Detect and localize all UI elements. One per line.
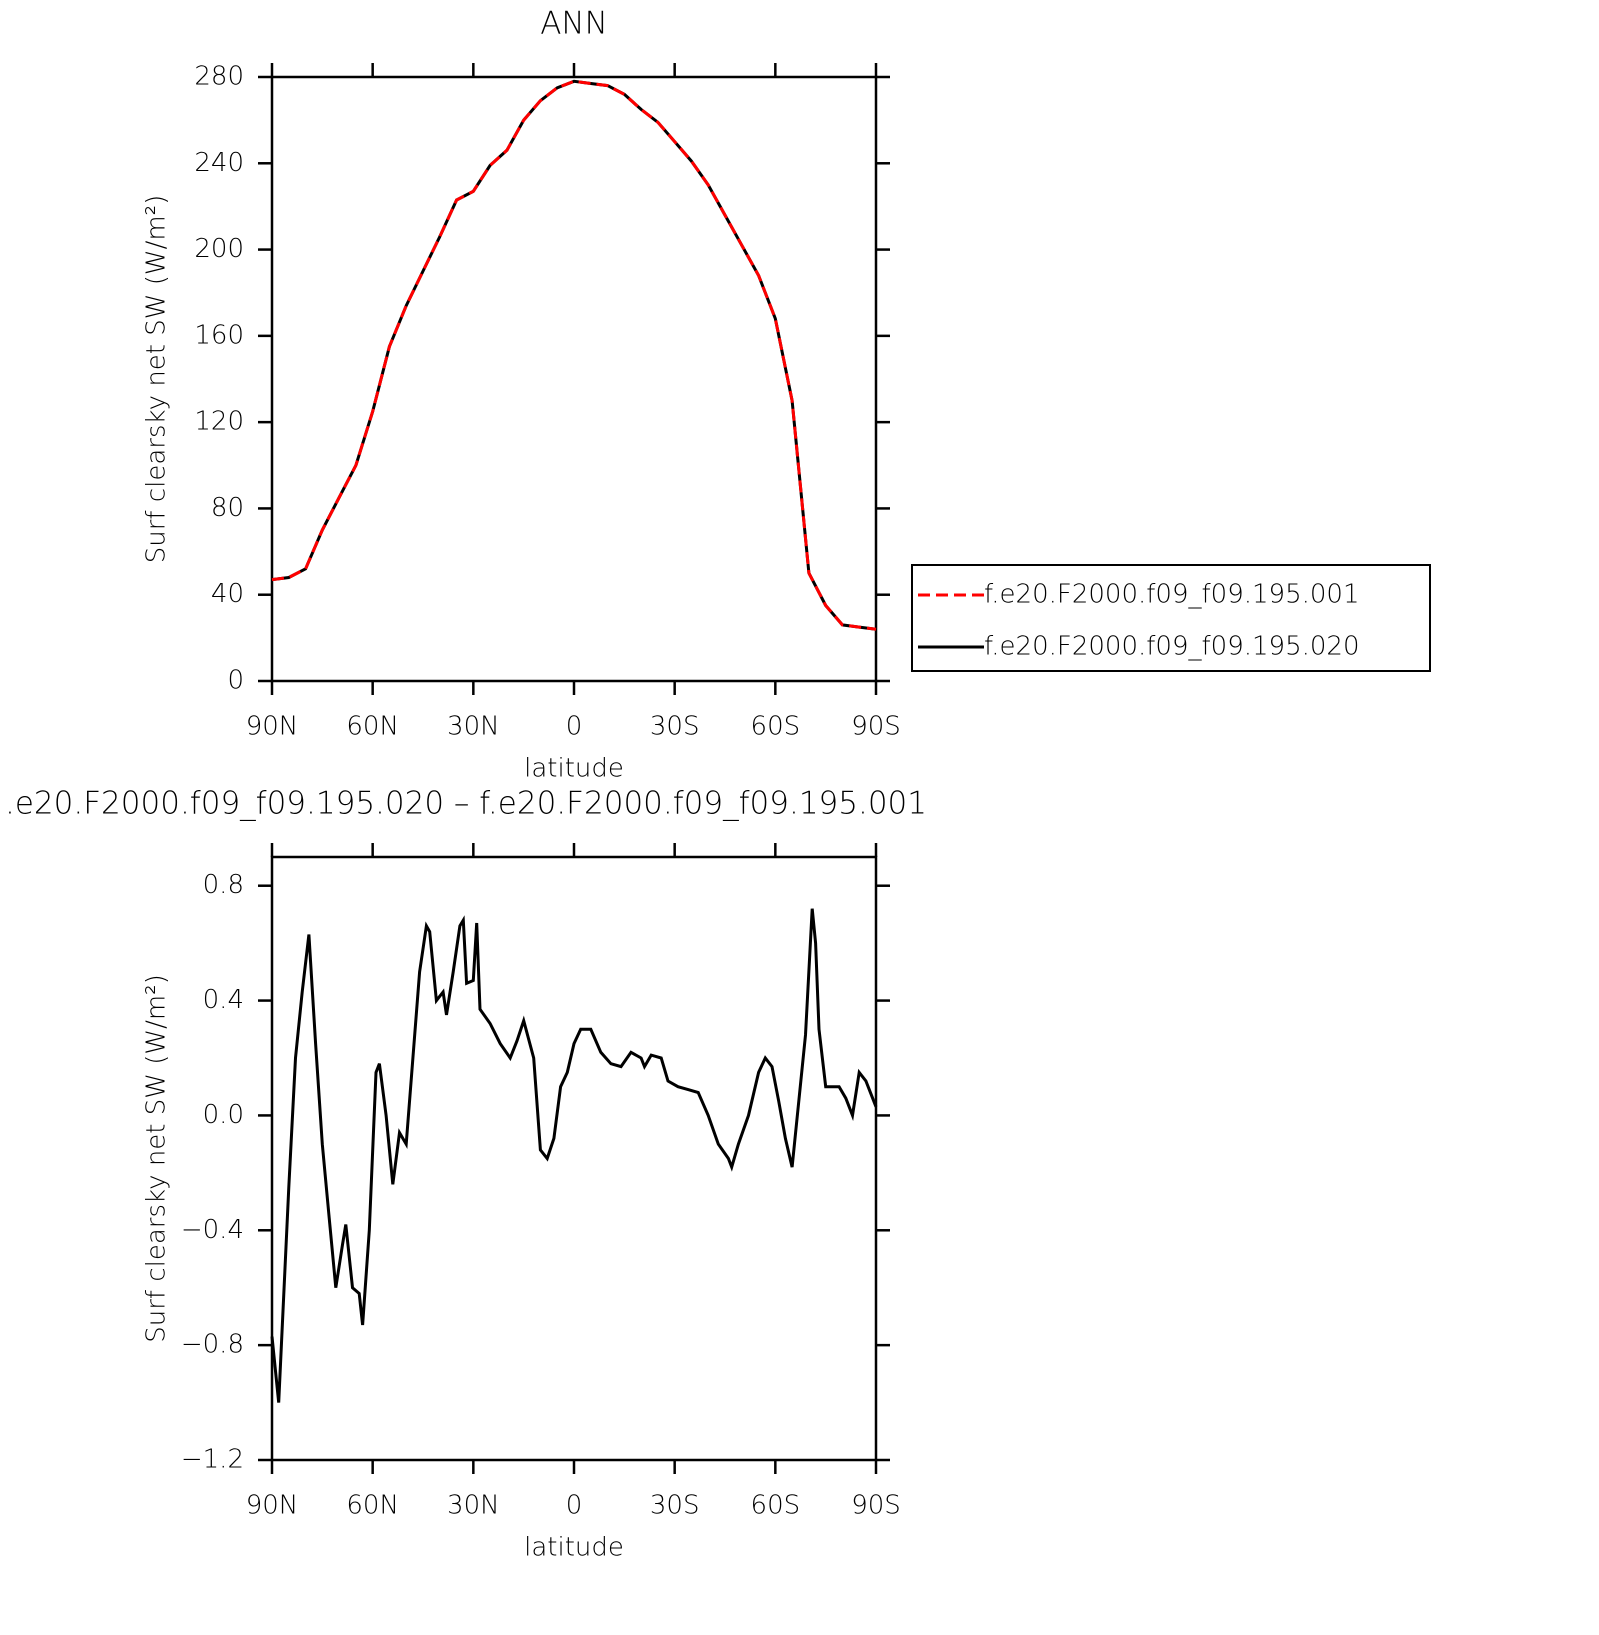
y-axis-label: Surf clearsky net SW (W/m²) [142, 195, 172, 563]
x-tick-label: 60N [346, 1491, 399, 1521]
x-tick-label: 90N [246, 712, 299, 742]
x-tick-label: 0 [566, 712, 583, 742]
x-tick-label: 30N [447, 1491, 500, 1521]
legend-label: f.e20.F2000.f09_f09.195.001 [984, 580, 1360, 610]
y-tick-label: 40 [211, 579, 244, 609]
y-tick-label: 240 [194, 148, 244, 178]
x-tick-label: 30N [447, 712, 500, 742]
x-tick-label: 60S [751, 1491, 801, 1521]
x-tick-label: 0 [566, 1491, 583, 1521]
y-tick-label: −0.8 [181, 1330, 244, 1360]
x-tick-label: 60N [346, 712, 399, 742]
y-tick-label: 0 [227, 666, 244, 696]
x-tick-label: 60S [751, 712, 801, 742]
data-line [270, 908, 878, 1403]
y-tick-label: 200 [194, 234, 244, 264]
x-axis-label: latitude [524, 1533, 624, 1563]
plot-frame [270, 75, 878, 683]
y-tick-label: 80 [211, 493, 244, 523]
y-tick-label: −1.2 [181, 1445, 244, 1475]
data-line [271, 79, 877, 631]
x-tick-label: 30S [650, 1491, 700, 1521]
x-tick-label: 90S [851, 1491, 901, 1521]
legend-box [911, 564, 1431, 672]
y-tick-label: 280 [194, 62, 244, 92]
data-line [271, 79, 877, 631]
y-tick-label: 120 [194, 407, 244, 437]
chart-title: .e20.F2000.f09_f09.195.020 – f.e20.F2000… [5, 786, 927, 822]
y-tick-label: 0.4 [203, 985, 244, 1015]
chart-title: ANN [540, 6, 608, 42]
y-axis-label: Surf clearsky net SW (W/m²) [142, 974, 172, 1342]
y-tick-label: −0.4 [181, 1215, 244, 1245]
plot-frame [270, 855, 878, 1462]
y-tick-label: 0.0 [203, 1100, 244, 1130]
x-axis-label: latitude [524, 754, 624, 784]
x-tick-label: 90S [851, 712, 901, 742]
legend-label: f.e20.F2000.f09_f09.195.020 [984, 632, 1360, 662]
y-tick-label: 0.8 [203, 870, 244, 900]
x-tick-label: 90N [246, 1491, 299, 1521]
y-tick-label: 160 [194, 320, 244, 350]
x-tick-label: 30S [650, 712, 700, 742]
